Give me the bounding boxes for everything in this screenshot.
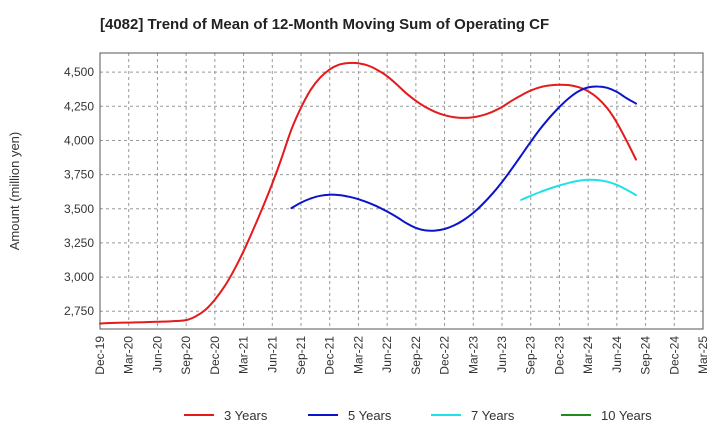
legend-label-3-years: 3 Years	[224, 408, 268, 423]
chart-title: [4082] Trend of Mean of 12-Month Moving …	[100, 16, 549, 33]
x-tick-label: Mar-25	[696, 336, 710, 374]
y-tick-label: 4,250	[64, 99, 94, 113]
y-tick-label: 3,500	[64, 202, 94, 216]
x-tick-label: Dec-23	[552, 336, 566, 375]
x-tick-label: Jun-22	[380, 336, 394, 373]
x-tick-label: Sep-20	[179, 336, 193, 375]
x-tick-label: Sep-24	[639, 336, 653, 375]
legend-label-5-years: 5 Years	[348, 408, 392, 423]
plot-frame	[99, 52, 704, 330]
x-tick-label: Sep-21	[294, 336, 308, 375]
x-tick-label: Dec-19	[93, 336, 107, 375]
legend-label-7-years: 7 Years	[471, 408, 515, 423]
x-tick-label: Mar-22	[351, 336, 365, 374]
y-axis-label: Amount (million yen)	[7, 132, 22, 251]
x-tick-label: Dec-22	[438, 336, 452, 375]
x-tick-label: Dec-20	[208, 336, 222, 375]
plot-series	[99, 61, 637, 325]
x-tick-label: Sep-23	[524, 336, 538, 375]
x-tick-label: Mar-20	[122, 336, 136, 374]
legend: 3 Years 5 Years 7 Years 10 Years	[184, 408, 652, 423]
y-tick-label: 2,750	[64, 304, 94, 318]
x-tick-label: Jun-24	[610, 336, 624, 373]
x-tick-label: Dec-21	[323, 336, 337, 375]
x-tick-label: Mar-24	[581, 336, 595, 374]
x-tick-label: Jun-20	[150, 336, 164, 373]
series-line-7-years	[520, 178, 637, 201]
grid-layer	[100, 53, 703, 329]
y-axis: 2,750 3,000 3,250 3,500 3,750 4,000 4,250 4,500	[64, 65, 94, 318]
x-tick-label: Mar-21	[237, 336, 251, 374]
x-axis: Dec-19 Mar-20 Jun-20 Sep-20 Dec-20 Mar-21 Jun-…	[93, 336, 710, 375]
x-tick-label: Mar-23	[466, 336, 480, 374]
legend-label-10-years: 10 Years	[601, 408, 652, 423]
y-tick-label: 3,750	[64, 168, 94, 182]
x-tick-label: Sep-22	[409, 336, 423, 375]
y-tick-label: 4,000	[64, 133, 94, 147]
series-line-5-years	[290, 85, 637, 232]
y-tick-label: 3,000	[64, 270, 94, 284]
x-tick-label: Jun-23	[495, 336, 509, 373]
x-tick-label: Dec-24	[667, 336, 681, 375]
x-tick-label: Jun-21	[265, 336, 279, 373]
y-tick-label: 4,500	[64, 65, 94, 79]
y-tick-label: 3,250	[64, 236, 94, 250]
series-line-3-years	[99, 61, 637, 325]
